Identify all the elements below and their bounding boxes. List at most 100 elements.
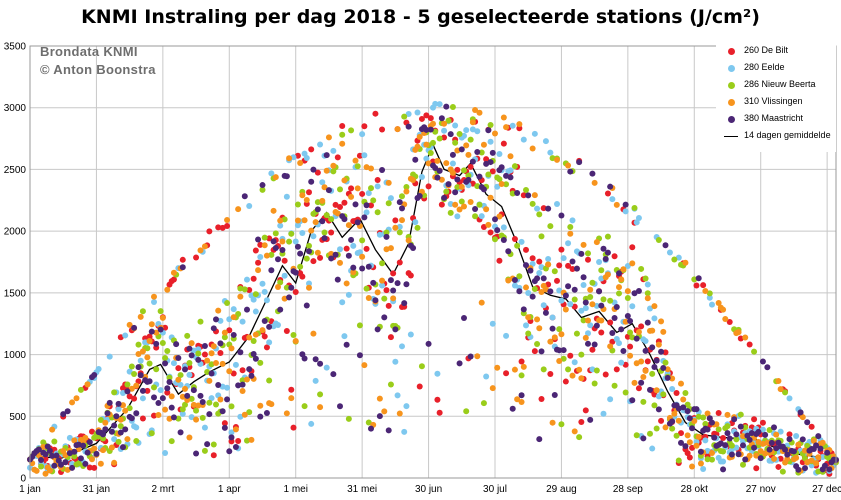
data-point-2: [567, 301, 574, 308]
data-point-1: [126, 393, 133, 400]
data-point-5: [804, 419, 811, 426]
data-point-5: [449, 151, 456, 158]
data-point-1: [131, 395, 138, 402]
data-point-5: [516, 288, 523, 295]
data-point-1: [726, 319, 733, 326]
data-point-4: [217, 396, 224, 403]
legend-marker-maastricht: [728, 116, 735, 123]
data-point-2: [651, 315, 658, 322]
data-point-5: [742, 456, 749, 463]
data-point-3: [153, 366, 160, 373]
data-point-1: [361, 123, 368, 130]
data-point-4: [339, 140, 346, 147]
data-point-2: [629, 303, 636, 310]
data-point-5: [58, 461, 64, 468]
data-point-3: [277, 279, 284, 286]
data-point-5: [383, 233, 390, 240]
data-point-5: [385, 427, 392, 434]
data-point-5: [782, 446, 789, 453]
data-point-3: [379, 260, 386, 267]
data-point-5: [106, 399, 113, 406]
legend-label-nieuwbeerta: 286 Nieuw Beerta: [744, 79, 816, 89]
data-point-5: [655, 406, 662, 413]
data-point-5: [704, 426, 711, 433]
data-point-2: [582, 305, 589, 312]
data-point-5: [266, 323, 273, 330]
data-point-4: [607, 343, 614, 350]
data-point-4: [208, 350, 215, 357]
data-point-4: [164, 286, 171, 293]
data-point-1: [635, 385, 642, 392]
data-point-5: [693, 406, 700, 413]
data-point-1: [383, 287, 390, 294]
data-point-4: [538, 289, 545, 296]
data-point-5: [71, 448, 78, 455]
data-point-5: [224, 396, 231, 403]
data-point-2: [224, 384, 231, 391]
data-point-1: [427, 115, 434, 122]
data-point-4: [283, 410, 290, 417]
data-point-1: [390, 270, 397, 277]
data-point-5: [596, 288, 603, 295]
data-point-3: [38, 463, 45, 470]
data-point-5: [485, 127, 492, 134]
data-point-5: [813, 442, 820, 449]
data-point-4: [137, 313, 144, 320]
data-point-4: [662, 424, 669, 431]
data-point-3: [523, 187, 529, 194]
data-point-3: [166, 374, 173, 381]
data-point-5: [277, 306, 284, 313]
data-point-3: [354, 163, 361, 170]
data-point-5: [246, 366, 253, 373]
data-point-5: [724, 430, 731, 437]
data-point-5: [179, 264, 186, 271]
axis-layer: 0 500 1000 1500 2000 2500 3000 3500 1 jan 31 jan 2…: [4, 42, 841, 496]
data-point-4: [500, 114, 507, 121]
data-point-4: [775, 377, 782, 384]
data-point-1: [328, 229, 335, 236]
data-point-1: [292, 289, 299, 296]
data-point-4: [660, 328, 667, 335]
data-point-4: [799, 414, 806, 421]
data-point-2: [777, 428, 784, 435]
data-point-4: [742, 334, 749, 341]
data-point-1: [235, 437, 242, 444]
data-point-2: [337, 246, 343, 253]
data-point-4: [126, 321, 133, 328]
data-point-3: [399, 193, 405, 200]
data-point-3: [363, 285, 370, 292]
data-point-5: [104, 410, 111, 417]
data-point-4: [591, 179, 598, 186]
data-point-4: [399, 217, 405, 224]
data-point-5: [427, 126, 434, 133]
data-point-5: [766, 446, 773, 453]
data-point-2: [157, 387, 164, 394]
data-point-4: [598, 317, 605, 324]
data-point-2: [600, 410, 607, 417]
data-point-3: [323, 212, 330, 219]
data-point-3: [766, 426, 773, 433]
data-point-4: [414, 143, 421, 150]
data-point-2: [250, 296, 257, 303]
data-point-4: [545, 261, 552, 268]
data-point-5: [733, 431, 740, 438]
data-point-4: [334, 210, 341, 217]
data-point-5: [613, 304, 620, 311]
data-point-4: [461, 203, 467, 210]
legend-label-eelde: 280 Eelde: [744, 62, 785, 72]
data-point-1: [531, 348, 538, 355]
data-point-1: [221, 420, 228, 427]
data-point-5: [139, 387, 146, 394]
data-point-5: [343, 341, 350, 348]
data-point-4: [239, 388, 246, 395]
data-point-5: [589, 170, 596, 177]
data-point-5: [201, 343, 208, 350]
data-point-3: [720, 448, 727, 455]
legend-marker-eelde: [728, 65, 735, 72]
data-point-5: [505, 248, 512, 255]
data-point-3: [669, 425, 676, 432]
data-point-2: [607, 396, 614, 403]
data-point-3: [359, 237, 366, 244]
data-point-4: [170, 269, 177, 276]
data-point-2: [494, 183, 501, 190]
